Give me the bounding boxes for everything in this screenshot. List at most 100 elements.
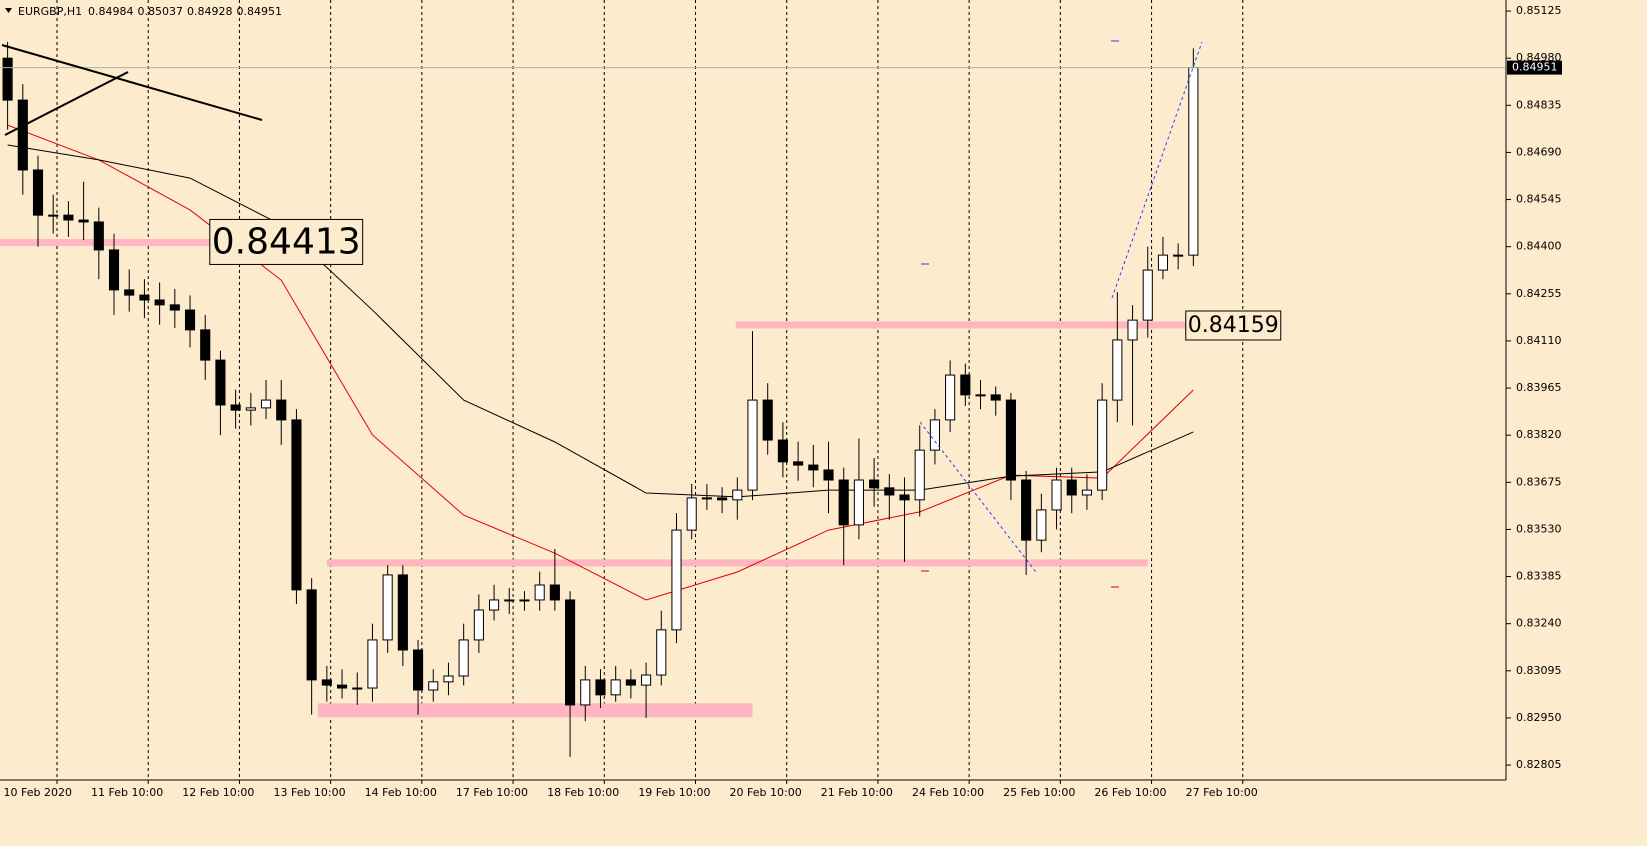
candle-body bbox=[595, 679, 606, 696]
candle-body bbox=[412, 649, 424, 691]
candle-body bbox=[1021, 479, 1032, 541]
candle-body bbox=[808, 464, 819, 471]
ohlc-value: 0.84951 bbox=[237, 5, 283, 18]
y-tick-label: 0.84545 bbox=[1516, 193, 1562, 206]
ohlc-value: 0.84928 bbox=[187, 5, 233, 18]
candle-body bbox=[762, 399, 773, 441]
candle-body bbox=[78, 219, 89, 223]
candle-body bbox=[671, 529, 682, 631]
level-label: 0.84159 bbox=[1185, 310, 1282, 341]
trend-line bbox=[1, 44, 263, 121]
x-tick-label: 26 Feb 10:00 bbox=[1094, 786, 1166, 799]
price-tag-label: 0.84951 bbox=[1512, 61, 1558, 74]
candle-body bbox=[656, 629, 667, 676]
candle-body bbox=[291, 419, 302, 591]
drawings: EURGBP,H1 0.84984 0.85037 0.84928 0.84951 0… bbox=[0, 0, 1562, 799]
candle-body bbox=[747, 399, 758, 491]
y-tick-label: 0.83675 bbox=[1516, 475, 1562, 488]
x-tick-label: 12 Feb 10:00 bbox=[182, 786, 254, 799]
x-tick-label: 21 Feb 10:00 bbox=[821, 786, 893, 799]
candle-body bbox=[1005, 399, 1016, 481]
candle-body bbox=[914, 449, 925, 501]
y-tick-label: 0.84690 bbox=[1516, 145, 1562, 158]
moving-average bbox=[7, 144, 1194, 498]
y-tick-label: 0.83820 bbox=[1516, 428, 1562, 441]
candle-body bbox=[260, 399, 272, 409]
candle-body bbox=[838, 479, 849, 526]
candle-body bbox=[686, 497, 697, 531]
candle-body bbox=[93, 221, 104, 251]
candle-body bbox=[1066, 479, 1077, 496]
level-label: 0.84413 bbox=[209, 218, 364, 265]
candle-body bbox=[793, 461, 804, 466]
candle-body bbox=[443, 675, 454, 683]
y-tick-label: 0.83530 bbox=[1516, 522, 1562, 535]
candle-body bbox=[504, 599, 515, 602]
moving-average bbox=[7, 124, 1194, 601]
candle-body bbox=[428, 681, 439, 691]
candle-body bbox=[1051, 479, 1062, 511]
candle-body bbox=[367, 639, 378, 689]
trend-line bbox=[4, 71, 129, 136]
x-tick-label: 19 Feb 10:00 bbox=[638, 786, 710, 799]
price-tag bbox=[1507, 60, 1562, 75]
candle-body bbox=[124, 289, 135, 296]
ohlc: 0.84984 0.85037 0.84928 0.84951 bbox=[88, 5, 282, 18]
candle-body bbox=[108, 249, 120, 291]
candle-body bbox=[899, 494, 910, 501]
candle-body bbox=[1081, 489, 1093, 496]
candle-body bbox=[473, 609, 484, 641]
y-tick-label: 0.84255 bbox=[1516, 287, 1562, 300]
candle-body bbox=[48, 214, 59, 217]
candle-body bbox=[63, 214, 74, 221]
level-label-box bbox=[1185, 310, 1282, 341]
candle-body bbox=[717, 497, 728, 501]
candle-body bbox=[306, 589, 317, 681]
y-tick-label: 0.83965 bbox=[1516, 381, 1562, 394]
candle-body bbox=[230, 404, 241, 411]
candle-body bbox=[960, 374, 971, 396]
candle-body bbox=[32, 169, 44, 216]
level-label-box bbox=[209, 218, 364, 265]
plot-area bbox=[0, 0, 1505, 780]
x-tick-label: 14 Feb 10:00 bbox=[365, 786, 437, 799]
y-tick-label: 0.83240 bbox=[1516, 617, 1562, 630]
candle-body bbox=[169, 304, 180, 311]
candle-body bbox=[1142, 269, 1153, 321]
menu-arrow[interactable] bbox=[5, 8, 12, 13]
candle-body bbox=[382, 574, 393, 641]
symbol: EURGBP,H1 bbox=[18, 5, 82, 18]
candle-body bbox=[139, 294, 150, 301]
candle-body bbox=[625, 679, 636, 686]
candle-body bbox=[276, 399, 287, 421]
candle-body bbox=[458, 639, 469, 677]
candle-body bbox=[2, 57, 13, 101]
x-tick-label: 18 Feb 10:00 bbox=[547, 786, 619, 799]
x-tick-label: 27 Feb 10:00 bbox=[1186, 786, 1258, 799]
candle-body bbox=[1097, 399, 1108, 491]
ohlc-value: 0.84984 bbox=[88, 5, 134, 18]
candle-body bbox=[154, 299, 165, 306]
candle-body bbox=[245, 407, 256, 411]
candle-body bbox=[929, 419, 940, 451]
x-tick-label: 20 Feb 10:00 bbox=[730, 786, 802, 799]
candle-body bbox=[321, 679, 332, 686]
y-tick-label: 0.82805 bbox=[1516, 758, 1562, 771]
candle-body bbox=[534, 584, 545, 601]
candle-body bbox=[1157, 254, 1169, 271]
x-tick-label: 25 Feb 10:00 bbox=[1003, 786, 1075, 799]
candle-body bbox=[519, 599, 530, 602]
y-tick-label: 0.84400 bbox=[1516, 240, 1562, 253]
zigzag-line bbox=[919, 421, 1037, 573]
x-tick-label: 11 Feb 10:00 bbox=[91, 786, 163, 799]
candle-body bbox=[1127, 319, 1138, 341]
support-zone bbox=[317, 703, 753, 718]
candle-body bbox=[823, 469, 834, 481]
candle-body bbox=[610, 679, 621, 696]
candle-body bbox=[397, 574, 408, 651]
candle-body bbox=[869, 479, 880, 489]
candle-body bbox=[884, 487, 895, 496]
candle-body bbox=[184, 309, 196, 331]
